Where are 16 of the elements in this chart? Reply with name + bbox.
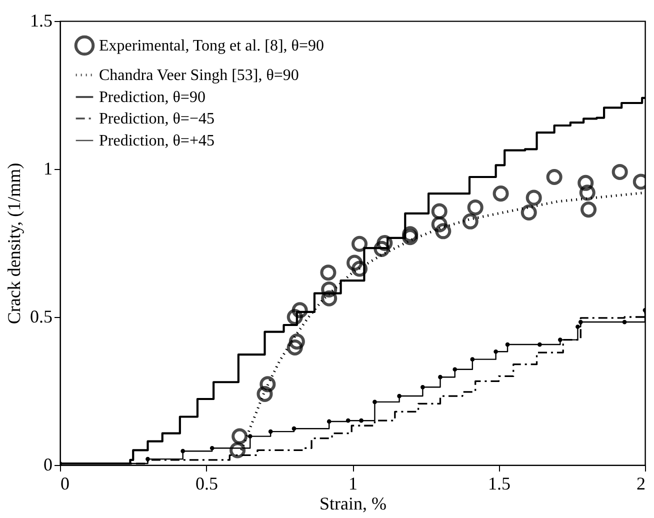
y-tick-label: 1.5	[30, 10, 52, 30]
x-tick-label: 1.5	[488, 474, 510, 494]
legend-label: Chandra Veer Singh [53], θ=90	[99, 67, 299, 84]
x-tick-label: 1	[348, 474, 358, 494]
y-axis-title: Crack density, (1/mm)	[4, 162, 24, 324]
legend-label: Prediction, θ=+45	[99, 132, 214, 150]
x-axis-title: Strain, %	[320, 494, 386, 514]
legend-label: Prediction, θ=90	[99, 89, 206, 106]
y-tick-label: 1	[44, 158, 52, 178]
x-tick-label: 0	[60, 474, 70, 494]
x-tick-label: 2	[636, 474, 646, 494]
legend-label: Experimental, Tong et al. [8], θ=90	[99, 38, 324, 54]
y-tick-label: 0	[44, 454, 52, 474]
y-tick-label: 0.5	[30, 306, 52, 326]
x-tick-label: 0.5	[196, 474, 218, 494]
legend-label: Prediction, θ=−45	[99, 110, 214, 128]
